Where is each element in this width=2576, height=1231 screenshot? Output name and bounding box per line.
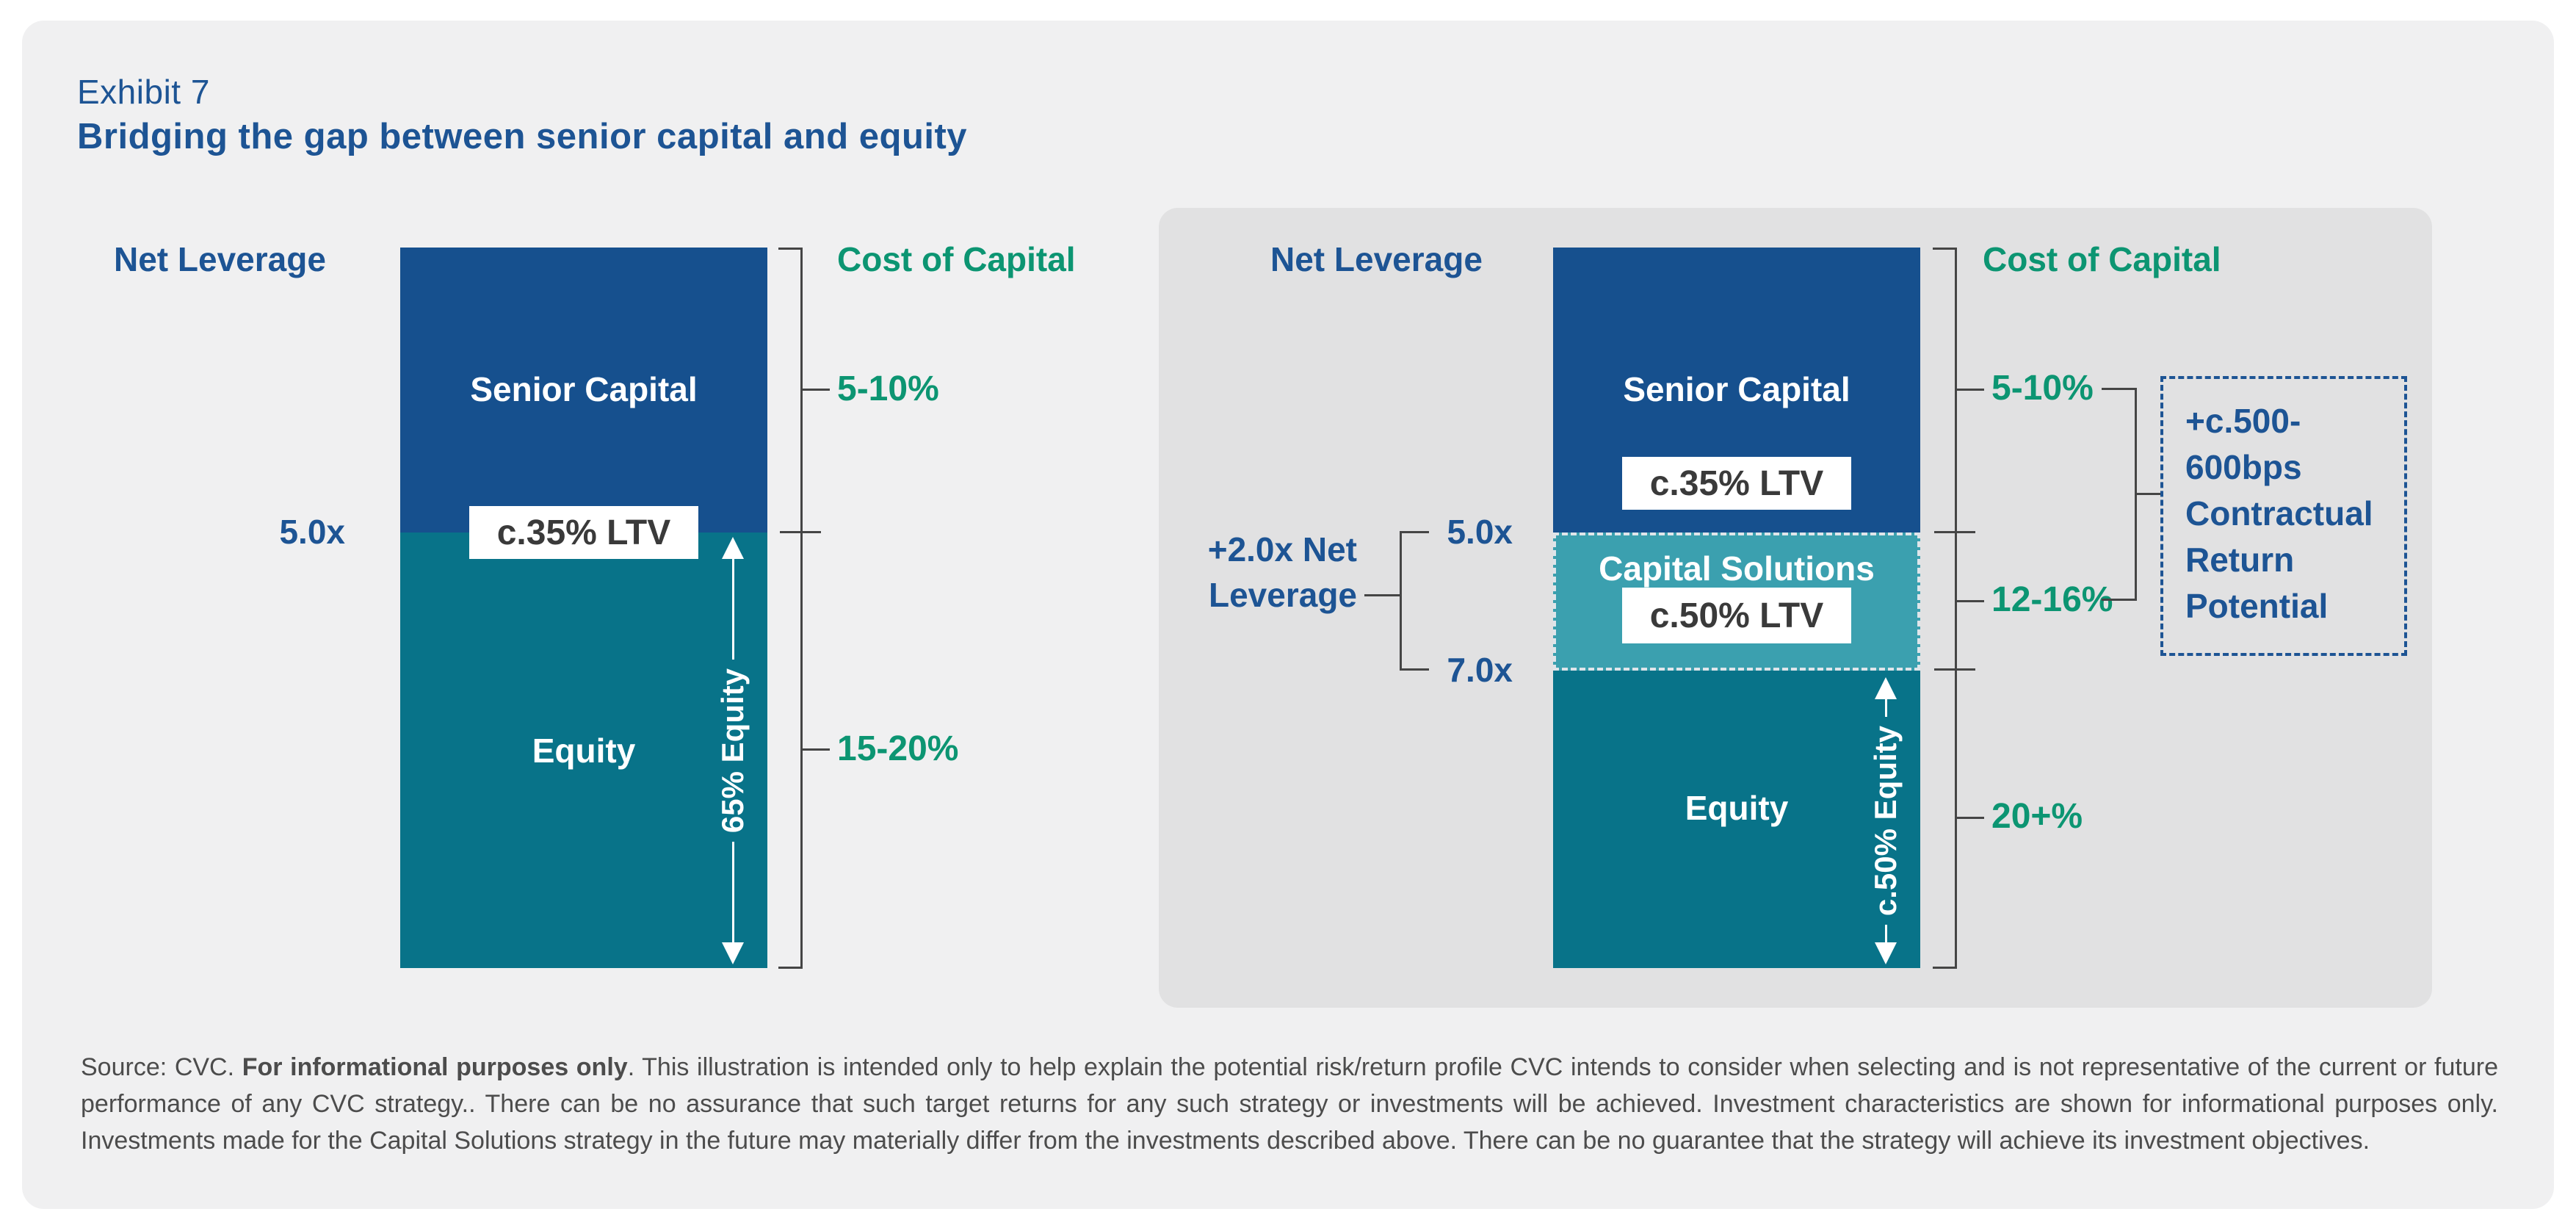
- bracket-tick: [1934, 668, 1975, 671]
- right-leverage-tick-5x: 5.0x: [1447, 513, 1513, 551]
- bracket-tick: [2102, 388, 2137, 390]
- left-bracket-line: [800, 248, 803, 969]
- right-capsol-ltv-badge: c.50% LTV: [1622, 588, 1851, 643]
- leverage-delta-label: +2.0x Net Leverage: [1207, 530, 1357, 614]
- left-leverage-tick-5x: 5.0x: [279, 513, 345, 551]
- right-chart-cost-of-capital-title: Cost of Capital: [1983, 240, 2221, 278]
- footnote-body: . This illustration is intended only to …: [81, 1053, 2498, 1155]
- right-equity-segment: Equity: [1553, 671, 1920, 968]
- right-bracket-line: [1955, 248, 1957, 969]
- contractual-return-callout: +c.500-600bps Contractual Return Potenti…: [2160, 376, 2407, 656]
- left-coc-senior: 5-10%: [837, 369, 939, 408]
- bracket-tick: [778, 248, 803, 250]
- page-title: Bridging the gap between senior capital …: [77, 117, 968, 156]
- right-senior-ltv-badge: c.35% LTV: [1622, 457, 1851, 510]
- bracket-tick: [800, 748, 830, 751]
- up-arrow-icon: [722, 537, 744, 559]
- bracket-tick: [1400, 531, 1429, 533]
- left-coc-equity: 15-20%: [837, 729, 959, 768]
- left-equity-segment: Equity: [400, 533, 767, 968]
- right-equity-label: Equity: [1685, 789, 1789, 827]
- down-arrow-icon: [722, 942, 744, 965]
- delta-bracket-line: [1400, 531, 1402, 671]
- left-senior-capital-label: Senior Capital: [470, 370, 698, 408]
- bracket-tick: [2102, 599, 2137, 601]
- footnote-prefix: Source: CVC.: [81, 1053, 242, 1081]
- up-arrow-icon: [1875, 677, 1897, 699]
- bracket-tick: [1955, 389, 1984, 391]
- right-equity-note: c.50% Equity: [1868, 725, 1903, 917]
- left-equity-extent-arrow: 65% Equity: [715, 537, 750, 965]
- right-coc-capsol: 12-16%: [1991, 580, 2113, 619]
- bracket-tick: [1400, 668, 1429, 671]
- bracket-tick: [780, 531, 821, 533]
- footnote-bold: For informational purposes only: [242, 1053, 628, 1081]
- bracket-tick: [1364, 594, 1400, 596]
- left-senior-capital-segment: Senior Capital: [400, 248, 767, 533]
- left-stacked-bar: Senior Capital Equity: [400, 248, 767, 968]
- bracket-tick: [778, 967, 803, 969]
- right-senior-capital-label: Senior Capital: [1623, 370, 1850, 408]
- left-equity-label: Equity: [532, 732, 636, 770]
- bracket-tick: [1933, 248, 1957, 250]
- bracket-tick: [2135, 493, 2160, 495]
- bracket-tick: [800, 389, 830, 391]
- left-equity-note: 65% Equity: [715, 668, 750, 834]
- right-equity-extent-arrow: c.50% Equity: [1868, 677, 1903, 965]
- right-coc-equity: 20+%: [1991, 797, 2083, 836]
- right-coc-senior: 5-10%: [1991, 369, 2094, 408]
- right-chart-net-leverage-title: Net Leverage: [1270, 240, 1483, 278]
- bracket-tick: [1933, 967, 1957, 969]
- bracket-tick: [1955, 600, 1984, 602]
- left-ltv-badge: c.35% LTV: [469, 506, 698, 559]
- exhibit-number: Exhibit 7: [77, 73, 210, 111]
- right-leverage-tick-7x: 7.0x: [1447, 651, 1513, 689]
- bracket-tick: [1934, 531, 1975, 533]
- left-chart-net-leverage-title: Net Leverage: [114, 240, 326, 278]
- left-chart-cost-of-capital-title: Cost of Capital: [837, 240, 1076, 278]
- bracket-tick: [1955, 817, 1984, 819]
- down-arrow-icon: [1875, 942, 1897, 965]
- right-capital-solutions-label: Capital Solutions: [1599, 549, 1875, 588]
- source-footnote: Source: CVC. For informational purposes …: [81, 1049, 2498, 1159]
